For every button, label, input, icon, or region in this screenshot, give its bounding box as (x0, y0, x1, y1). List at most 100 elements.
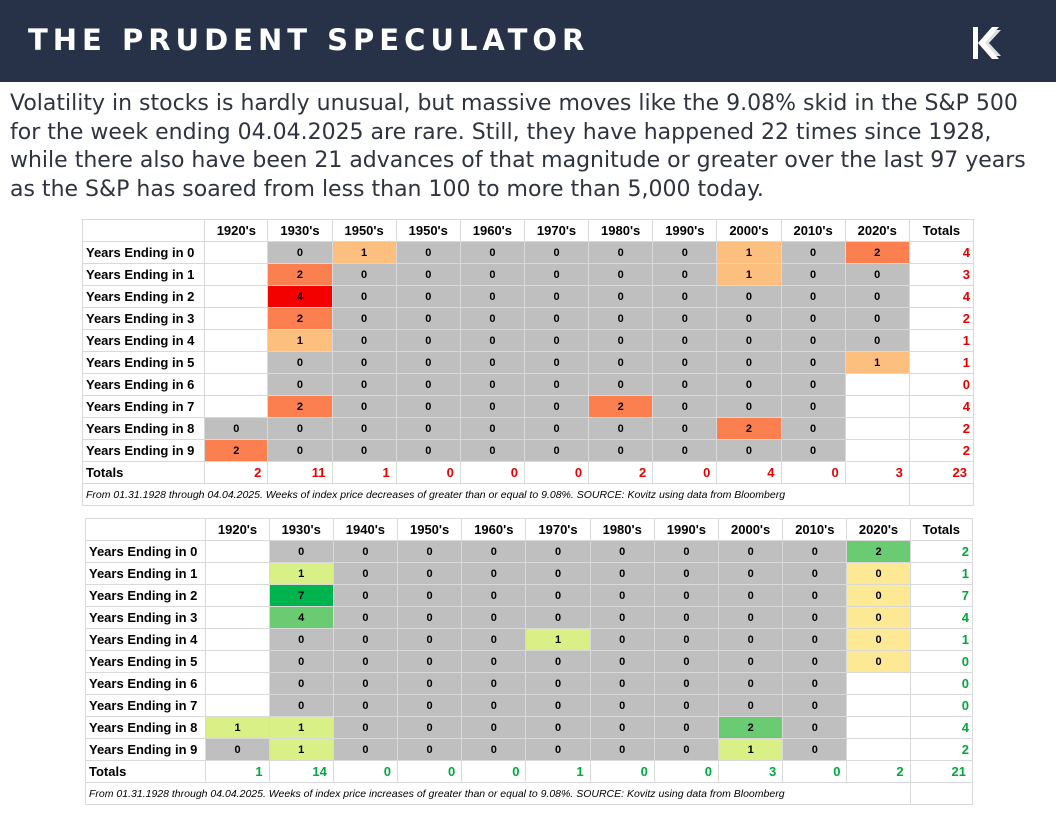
row-total: 2 (908, 439, 975, 462)
count-cell: 0 (653, 628, 720, 651)
count-cell: 0 (461, 672, 527, 695)
count-cell: 1 (268, 738, 334, 761)
count-cell: 0 (332, 738, 399, 761)
count-cell: 0 (844, 307, 910, 330)
count-cell (204, 263, 269, 286)
count-cell: 0 (267, 439, 333, 462)
count-cell: 0 (653, 562, 720, 585)
count-cell: 2 (716, 417, 782, 440)
row-label: Years Ending in 2 (81, 285, 206, 308)
brand-title: THE PRUDENT SPECULATOR (28, 23, 590, 57)
count-cell: 0 (332, 606, 399, 629)
count-cell: 0 (588, 351, 654, 374)
row-total: 2 (908, 307, 975, 330)
count-cell (204, 329, 269, 352)
column-total: 0 (652, 461, 718, 484)
row-total: 1 (908, 351, 975, 374)
corner-cell (84, 518, 207, 541)
count-cell: 0 (395, 241, 461, 264)
count-cell: 0 (395, 263, 461, 286)
count-cell: 0 (588, 263, 654, 286)
column-header: 1950's (395, 219, 461, 242)
count-cell: 0 (589, 628, 655, 651)
count-cell: 0 (718, 628, 784, 651)
count-cell (204, 373, 269, 396)
count-cell (205, 584, 270, 607)
count-cell: 0 (267, 241, 333, 264)
count-cell: 0 (397, 628, 463, 651)
column-header: 1950's (331, 219, 397, 242)
column-total: 0 (459, 461, 525, 484)
count-cell (205, 672, 270, 695)
column-total: 2 (588, 461, 654, 484)
count-cell: 0 (780, 263, 846, 286)
count-cell: 0 (525, 584, 591, 607)
count-cell: 0 (588, 329, 654, 352)
count-cell: 0 (397, 606, 463, 629)
column-total: 21 (909, 760, 974, 783)
count-cell: 0 (780, 373, 846, 396)
count-cell: 0 (461, 606, 527, 629)
column-header: 1960's (459, 219, 525, 242)
count-cell: 0 (332, 628, 399, 651)
column-header: 1980's (589, 518, 655, 541)
note-row: From 01.31.1928 through 04.04.2025. Week… (82, 483, 975, 506)
row-label: Years Ending in 0 (81, 241, 206, 264)
row-total: 0 (909, 694, 974, 717)
count-cell: 0 (461, 694, 527, 717)
count-cell: 0 (523, 307, 590, 330)
count-cell: 0 (716, 395, 782, 418)
count-cell: 1 (268, 716, 334, 739)
row-total: 2 (908, 417, 975, 440)
count-cell: 0 (653, 606, 720, 629)
count-cell (204, 395, 269, 418)
count-cell: 0 (523, 351, 590, 374)
count-cell: 0 (395, 307, 461, 330)
count-cell: 0 (716, 285, 782, 308)
count-cell: 0 (589, 694, 655, 717)
count-cell: 0 (588, 439, 654, 462)
totals-label: Totals (84, 760, 207, 783)
column-total: 0 (782, 760, 848, 783)
column-header: 2020's (844, 219, 910, 242)
count-cell: 0 (332, 650, 399, 673)
count-cell: 1 (716, 241, 782, 264)
count-cell (205, 562, 270, 585)
count-cell: 0 (780, 241, 846, 264)
count-cell (205, 606, 270, 629)
count-cell: 2 (267, 395, 333, 418)
count-cell: 0 (653, 584, 720, 607)
count-cell (205, 540, 270, 563)
count-cell: 0 (782, 650, 848, 673)
column-header: 1970's (523, 219, 590, 242)
count-cell: 0 (652, 285, 718, 308)
count-cell: 0 (718, 672, 784, 695)
count-cell: 0 (395, 329, 461, 352)
column-header: 1970's (525, 518, 591, 541)
count-cell: 0 (523, 285, 590, 308)
column-total: 3 (844, 461, 910, 484)
count-cell: 0 (332, 694, 399, 717)
count-cell: 0 (780, 307, 846, 330)
count-cell: 0 (652, 417, 718, 440)
count-cell: 0 (716, 439, 782, 462)
row-total: 2 (909, 540, 974, 563)
count-cell (846, 694, 911, 717)
count-cell: 0 (588, 241, 654, 264)
count-cell: 0 (204, 417, 269, 440)
count-cell: 0 (459, 395, 525, 418)
row-total: 4 (908, 241, 975, 264)
count-cell: 0 (780, 285, 846, 308)
column-header: 1920's (205, 518, 270, 541)
count-cell: 0 (652, 395, 718, 418)
